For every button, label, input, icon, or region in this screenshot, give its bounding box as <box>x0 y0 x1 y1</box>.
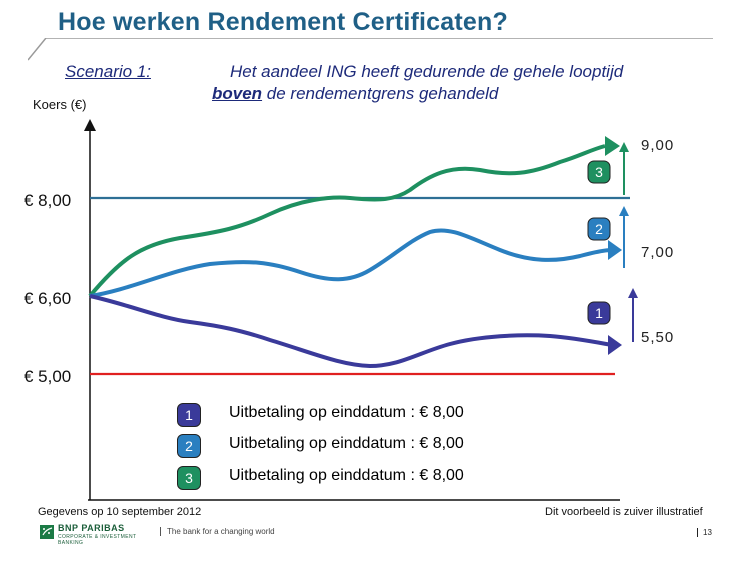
end-value-5-50: 5,50 <box>641 329 675 346</box>
chart-badge-1 <box>587 301 611 325</box>
level-label-8: € 8,00 <box>24 191 72 210</box>
bracket-navy-head <box>628 288 638 298</box>
y-axis-label: Koers (€) <box>33 97 87 112</box>
legend-badge-3: 3 <box>177 466 201 490</box>
disclaimer: Dit voorbeeld is zuiver illustratief <box>545 506 703 518</box>
page-title: Hoe werken Rendement Certificaten? <box>58 8 508 36</box>
brand-tagline: The bank for a changing world <box>160 527 275 536</box>
series-3-arrowhead <box>605 136 620 156</box>
series-1-arrowhead <box>608 335 622 355</box>
bnp-paribas-logo: BNP PARIBAS CORPORATE & INVESTMENT BANKI… <box>38 523 158 546</box>
end-value-7: 7,00 <box>641 244 675 261</box>
end-value-9: 9,00 <box>641 137 675 154</box>
series-1-line <box>89 294 613 369</box>
scenario-description: Het aandeel ING heeft gedurende de gehel… <box>212 61 624 105</box>
series-2-line <box>89 228 613 298</box>
chart-badge-2 <box>587 217 611 241</box>
legend-badge-2: 2 <box>177 434 201 458</box>
description-highlight: boven <box>212 84 263 103</box>
level-label-5: € 5,00 <box>24 367 72 386</box>
chart-badge-2-text: 2 <box>595 221 603 237</box>
series-2-arrowhead <box>608 240 622 260</box>
chart-badge-1-text: 1 <box>595 305 603 321</box>
level-label-6-60: € 6,60 <box>24 289 72 308</box>
source-note: Gegevens op 10 september 2012 <box>38 506 202 518</box>
title-underline <box>28 38 713 61</box>
bracket-blue-head <box>619 206 629 216</box>
brand-subtitle: CORPORATE & INVESTMENT BANKING <box>58 534 137 546</box>
page-number: 13 <box>697 528 712 537</box>
legend-text-1: Uitbetaling op einddatum : € 8,00 <box>229 404 464 421</box>
chart-badge-3 <box>587 160 611 184</box>
brand-name: BNP PARIBAS <box>58 523 125 533</box>
legend-text-2: Uitbetaling op einddatum : € 8,00 <box>229 435 464 452</box>
legend-badge-1: 1 <box>177 403 201 427</box>
stars-icon <box>40 525 54 539</box>
description-line-2-rest: de rendementgrens gehandeld <box>262 84 499 103</box>
description-line-2: boven de rendementgrens gehandeld <box>212 83 623 105</box>
scenario-label: Scenario 1: <box>65 62 151 81</box>
legend-text-3: Uitbetaling op einddatum : € 8,00 <box>229 467 464 484</box>
series-3-line <box>88 144 606 298</box>
chart-badge-3-text: 3 <box>595 164 603 180</box>
bracket-green-head <box>619 142 629 152</box>
description-line-1: Het aandeel ING heeft gedurende de gehel… <box>230 62 624 81</box>
